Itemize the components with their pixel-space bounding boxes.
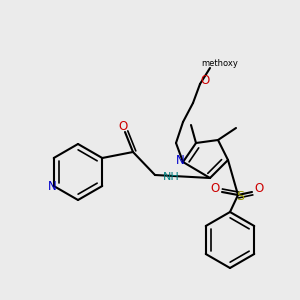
Text: N: N (176, 154, 184, 167)
Text: O: O (210, 182, 220, 196)
Text: O: O (254, 182, 264, 196)
Text: N: N (47, 181, 56, 194)
Text: methoxy: methoxy (202, 58, 239, 68)
Text: S: S (236, 190, 244, 202)
Text: O: O (118, 119, 127, 133)
Text: NH: NH (163, 172, 180, 182)
Text: O: O (200, 74, 210, 86)
